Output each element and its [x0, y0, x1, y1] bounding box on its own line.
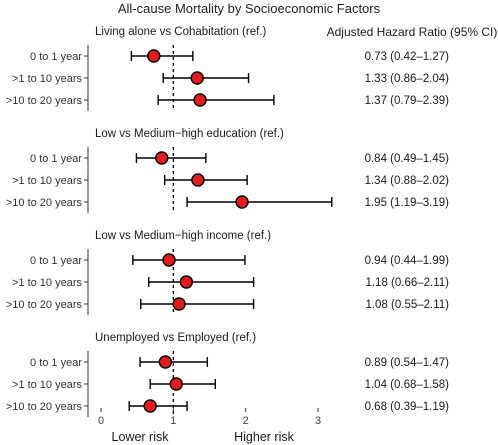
- hazard-ratio-text: 0.89 (0.54–1.47): [365, 357, 450, 369]
- hazard-ratio-text: 1.18 (0.66–2.11): [365, 277, 449, 289]
- row-label: >1 to 10 years: [12, 277, 83, 289]
- row-label: 0 to 1 year: [30, 153, 82, 165]
- row-label: 0 to 1 year: [30, 51, 82, 63]
- hazard-ratio-text: 1.33 (0.86–2.04): [365, 73, 450, 85]
- row-label: 0 to 1 year: [30, 357, 82, 369]
- row-label: >10 to 20 years: [6, 401, 83, 413]
- hazard-ratio-point: [191, 173, 205, 187]
- hazard-ratio-point: [179, 275, 194, 289]
- hazard-ratio-point: [190, 71, 204, 85]
- x-tick-label: 2: [243, 415, 249, 427]
- x-tick-label: 3: [315, 415, 321, 427]
- chart-title: All-cause Mortality by Socioeconomic Fac…: [118, 1, 381, 16]
- panel-title: Living alone vs Cohabitation (ref.): [95, 26, 266, 38]
- panel-3: Low vs Medium−high income (ref.) 0 to 1 y…: [6, 230, 449, 315]
- lower-risk-label: Lower risk: [112, 430, 170, 444]
- row-label: >1 to 10 years: [12, 379, 83, 391]
- x-tick-label: 1: [170, 415, 176, 427]
- row-label: >1 to 10 years: [12, 73, 83, 85]
- row-label: 0 to 1 year: [30, 255, 82, 267]
- x-axis: 0 1 2 3: [98, 408, 321, 427]
- higher-risk-label: Higher risk: [234, 430, 294, 444]
- panel-title: Unemployed vs Employed (ref.): [95, 332, 256, 344]
- panel-title: Low vs Medium−high income (ref.): [95, 230, 271, 242]
- hazard-ratio-point: [162, 253, 176, 267]
- hazard-ratio-point: [169, 377, 183, 391]
- hazard-ratio-text: 1.95 (1.19–3.19): [365, 197, 450, 209]
- panels: Living alone vs Cohabitation (ref.) 0 to …: [6, 26, 449, 417]
- hazard-ratio-point: [193, 93, 207, 107]
- panel-title: Low vs Medium−high education (ref.): [95, 128, 284, 140]
- hazard-ratio-point: [143, 399, 157, 413]
- row-label: >1 to 10 years: [12, 175, 83, 187]
- hazard-ratio-text: 0.73 (0.42–1.27): [365, 51, 450, 63]
- hazard-ratio-text: 0.84 (0.49–1.45): [365, 153, 450, 165]
- panel-2: Low vs Medium−high education (ref.) 0 to …: [6, 128, 449, 213]
- hazard-ratio-point: [155, 151, 169, 165]
- hazard-ratio-point: [147, 49, 161, 63]
- hazard-ratio-text: 0.68 (0.39–1.19): [365, 401, 450, 413]
- hazard-ratio-column-header: Adjusted Hazard Ratio (95% CI): [327, 25, 498, 39]
- hazard-ratio-point: [235, 195, 249, 209]
- row-label: >10 to 20 years: [6, 95, 83, 107]
- panel-4: Unemployed vs Employed (ref.) 0 to 1 year…: [6, 332, 449, 417]
- hazard-ratio-point: [172, 297, 186, 311]
- hazard-ratio-point: [158, 355, 173, 369]
- hazard-ratio-text: 1.04 (0.68–1.58): [365, 379, 450, 391]
- x-tick-label: 0: [98, 415, 104, 427]
- panel-1: Living alone vs Cohabitation (ref.) 0 to …: [6, 26, 449, 111]
- row-label: >10 to 20 years: [6, 299, 83, 311]
- hazard-ratio-text: 1.37 (0.79–2.39): [365, 95, 450, 107]
- hazard-ratio-text: 0.94 (0.44–1.99): [365, 255, 450, 267]
- hazard-ratio-text: 1.08 (0.55–2.11): [365, 299, 449, 311]
- hazard-ratio-text: 1.34 (0.88–2.02): [365, 175, 450, 187]
- row-label: >10 to 20 years: [6, 197, 83, 209]
